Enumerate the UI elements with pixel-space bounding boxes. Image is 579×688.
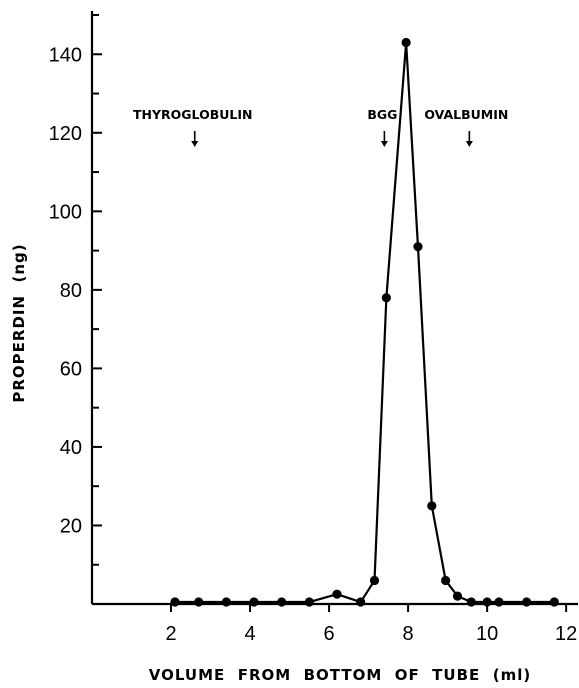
x-tick-label: 4 [244,623,255,645]
data-point [332,589,342,599]
data-point [194,597,204,607]
series-line [174,41,555,604]
x-axis-title: VOLUME FROM BOTTOM OF TUBE (ml) [149,666,531,684]
y-axis-title: PROPERDIN (ng) [10,243,28,402]
x-tick-label: 12 [555,623,577,645]
marker-label: THYROGLOBULIN [133,107,252,122]
x-tick-label: 10 [476,623,498,645]
marker-label: BGG [367,107,397,122]
data-point [413,242,423,252]
y-tick-label: 20 [60,515,82,537]
chart-series [170,37,559,607]
data-point [549,597,559,607]
chart-markers: THYROGLOBULIN BGG OVALBUMIN [133,107,508,147]
data-point [427,501,437,511]
marker-arrow-head [191,141,199,147]
y-tick-label: 120 [49,123,82,145]
data-point [221,597,231,607]
marker-arrow-head [380,141,388,147]
data-point [401,37,411,48]
data-point [304,597,314,607]
data-point [277,597,287,607]
x-tick-label: 6 [324,623,335,645]
data-point [356,597,366,607]
data-point [170,597,180,607]
y-tick-label: 80 [60,280,82,302]
data-point [522,597,532,607]
x-tick-label: 8 [403,623,414,645]
data-point [452,591,463,601]
y-tick-label: 60 [60,358,82,380]
x-tick-label: 2 [165,623,176,645]
y-tick-label: 40 [60,437,82,459]
chart-ticks: 20 40 60 80 100 120 140 2 4 6 8 10 12 [49,14,577,645]
marker-arrow-head [465,141,473,147]
data-point [466,597,476,607]
data-point [482,597,492,607]
data-point [369,575,380,586]
chart-axes [90,11,578,606]
y-tick-label: 100 [49,201,82,223]
data-point [381,293,391,303]
data-point [441,575,451,586]
data-point [249,597,259,607]
data-point [494,597,504,607]
marker-label: OVALBUMIN [424,107,508,122]
y-tick-label: 140 [49,44,82,66]
